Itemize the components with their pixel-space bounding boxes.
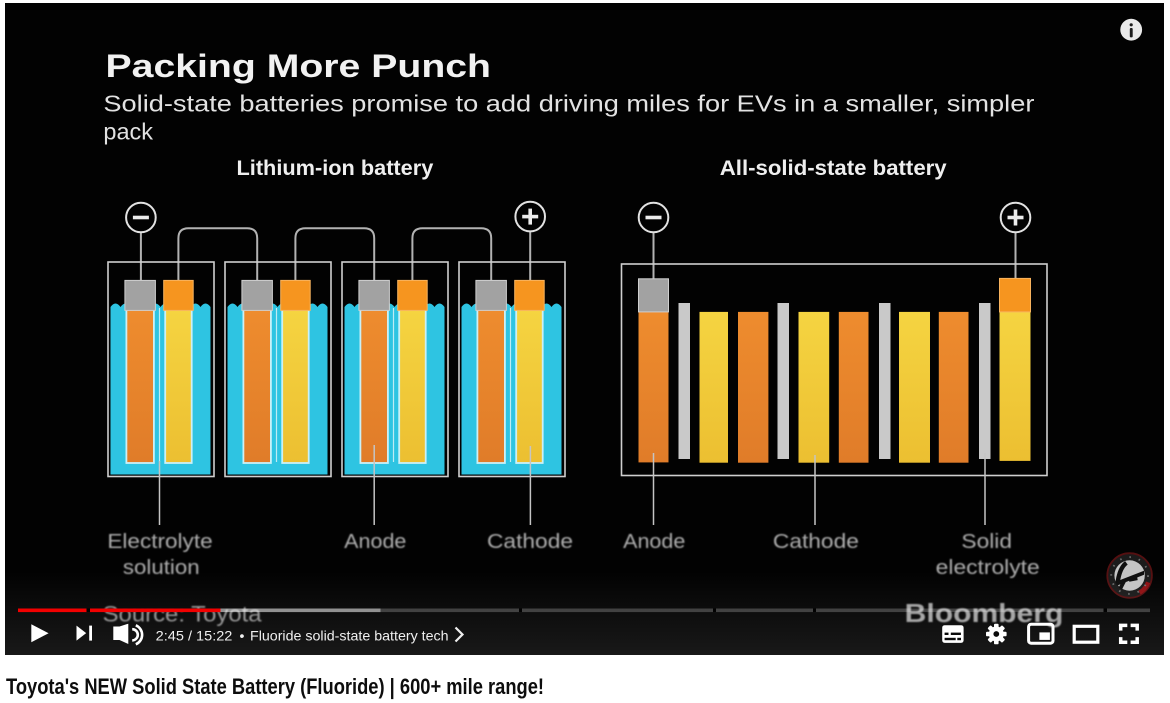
svg-text:Anode: Anode — [344, 530, 406, 553]
svg-text:Anode: Anode — [623, 530, 685, 553]
svg-text:Solid: Solid — [961, 530, 1012, 553]
svg-text:2:45 / 15:22: 2:45 / 15:22 — [156, 627, 233, 643]
svg-text:Solid-state batteries promise: Solid-state batteries promise to add dri… — [103, 91, 1034, 117]
svg-text:pack: pack — [103, 118, 153, 144]
svg-text:Fluoride solid-state battery t: Fluoride solid-state battery tech — [250, 627, 449, 643]
svg-text:Lithium-ion battery: Lithium-ion battery — [237, 156, 434, 180]
svg-text:Packing More Punch: Packing More Punch — [106, 48, 492, 84]
svg-text:•: • — [240, 627, 245, 643]
svg-text:Cathode: Cathode — [487, 530, 573, 553]
svg-text:All-solid-state battery: All-solid-state battery — [720, 156, 947, 180]
svg-text:Electrolyte: Electrolyte — [107, 530, 212, 553]
svg-text:Cathode: Cathode — [773, 530, 859, 553]
svg-text:Toyota's NEW Solid State Batte: Toyota's NEW Solid State Battery (Fluori… — [6, 674, 544, 699]
